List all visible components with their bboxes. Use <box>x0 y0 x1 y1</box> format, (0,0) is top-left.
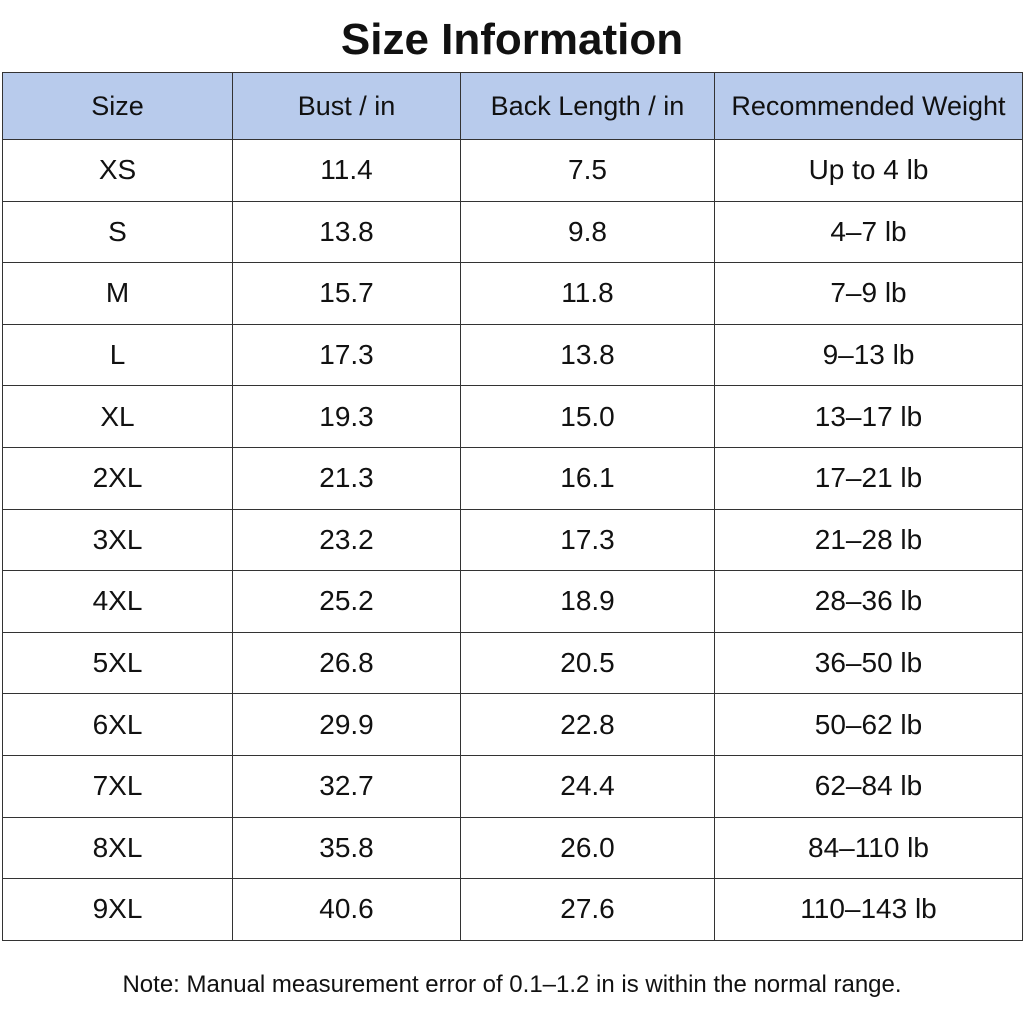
table-cell: 29.9 <box>232 693 461 756</box>
table-cell: 26.0 <box>460 816 715 880</box>
table-cell: 8XL <box>2 816 233 880</box>
table-cell: 15.7 <box>232 262 461 325</box>
table-cell: 62–84 lb <box>714 754 1023 818</box>
table-cell: 17–21 lb <box>714 446 1023 510</box>
table-cell: 50–62 lb <box>714 693 1023 756</box>
table-cell: 20.5 <box>460 631 715 695</box>
table-cell: 4–7 lb <box>714 200 1023 264</box>
table-cell: 84–110 lb <box>714 816 1023 880</box>
table-row: 8XL 35.8 26.0 84–110 lb <box>2 816 1023 880</box>
header-cell: Bust / in <box>232 72 461 140</box>
table-row: 6XL 29.9 22.8 50–62 lb <box>2 693 1023 756</box>
table-cell: 26.8 <box>232 631 461 695</box>
table-row: 4XL 25.2 18.9 28–36 lb <box>2 570 1023 633</box>
table-cell: 15.0 <box>460 385 715 448</box>
table-row: M 15.7 11.8 7–9 lb <box>2 262 1023 325</box>
table-cell: M <box>2 262 233 325</box>
table-cell: 2XL <box>2 446 233 510</box>
table-row: XL 19.3 15.0 13–17 lb <box>2 385 1023 448</box>
table-cell: 21–28 lb <box>714 508 1023 572</box>
table-cell: 9–13 lb <box>714 323 1023 387</box>
table-cell: 32.7 <box>232 754 461 818</box>
table-cell: 11.4 <box>232 139 461 202</box>
table-cell: 13.8 <box>460 323 715 387</box>
table-row: 2XL 21.3 16.1 17–21 lb <box>2 446 1023 510</box>
table-row: 3XL 23.2 17.3 21–28 lb <box>2 508 1023 572</box>
table-cell: 11.8 <box>460 262 715 325</box>
table-cell: 6XL <box>2 693 233 756</box>
table-cell: 23.2 <box>232 508 461 572</box>
table-body: XS 11.4 7.5 Up to 4 lb S 13.8 9.8 4–7 lb M 15.7 11… <box>2 139 1023 941</box>
table-cell: 27.6 <box>460 878 715 941</box>
note: Note: Manual measurement error of 0.1–1.… <box>122 971 902 998</box>
table-cell: 9.8 <box>460 200 715 264</box>
table-cell: 19.3 <box>232 385 461 448</box>
table-row: XS 11.4 7.5 Up to 4 lb <box>2 139 1023 202</box>
table-cell: 21.3 <box>232 446 461 510</box>
table-cell: 7.5 <box>460 139 715 202</box>
table-cell: 5XL <box>2 631 233 695</box>
table-row: L 17.3 13.8 9–13 lb <box>2 323 1023 387</box>
table-row: 7XL 32.7 24.4 62–84 lb <box>2 754 1023 818</box>
table-cell: 18.9 <box>460 570 715 633</box>
table-cell: 7XL <box>2 754 233 818</box>
table-cell: 28–36 lb <box>714 570 1023 633</box>
title: Size Information <box>340 15 684 64</box>
table-cell: XS <box>2 139 233 202</box>
header-cell: Back Length / in <box>460 72 715 140</box>
header-cell: Recommended Weight <box>714 72 1023 140</box>
table-cell: L <box>2 323 233 387</box>
header-row: Size Bust / in Back Length / in Recommended… <box>2 72 1023 140</box>
table-cell: S <box>2 200 233 264</box>
header-cell: Size <box>2 72 233 140</box>
table-row: S 13.8 9.8 4–7 lb <box>2 200 1023 264</box>
table-cell: 24.4 <box>460 754 715 818</box>
table-row: 5XL 26.8 20.5 36–50 lb <box>2 631 1023 695</box>
table-cell: 17.3 <box>460 508 715 572</box>
table-row: 9XL 40.6 27.6 110–143 lb <box>2 878 1023 941</box>
table-cell: 25.2 <box>232 570 461 633</box>
table-cell: 35.8 <box>232 816 461 880</box>
table-cell: 16.1 <box>460 446 715 510</box>
table-cell: Up to 4 lb <box>714 139 1023 202</box>
table-cell: 13–17 lb <box>714 385 1023 448</box>
table-cell: 40.6 <box>232 878 461 941</box>
table-cell: 22.8 <box>460 693 715 756</box>
table-cell: 110–143 lb <box>714 878 1023 941</box>
table-cell: 36–50 lb <box>714 631 1023 695</box>
table-cell: 9XL <box>2 878 233 941</box>
table-cell: 13.8 <box>232 200 461 264</box>
size-table: Size Bust / in Back Length / in Recommended… <box>2 72 1023 941</box>
table-cell: XL <box>2 385 233 448</box>
table-cell: 17.3 <box>232 323 461 387</box>
table-cell: 4XL <box>2 570 233 633</box>
table-cell: 7–9 lb <box>714 262 1023 325</box>
table-cell: 3XL <box>2 508 233 572</box>
